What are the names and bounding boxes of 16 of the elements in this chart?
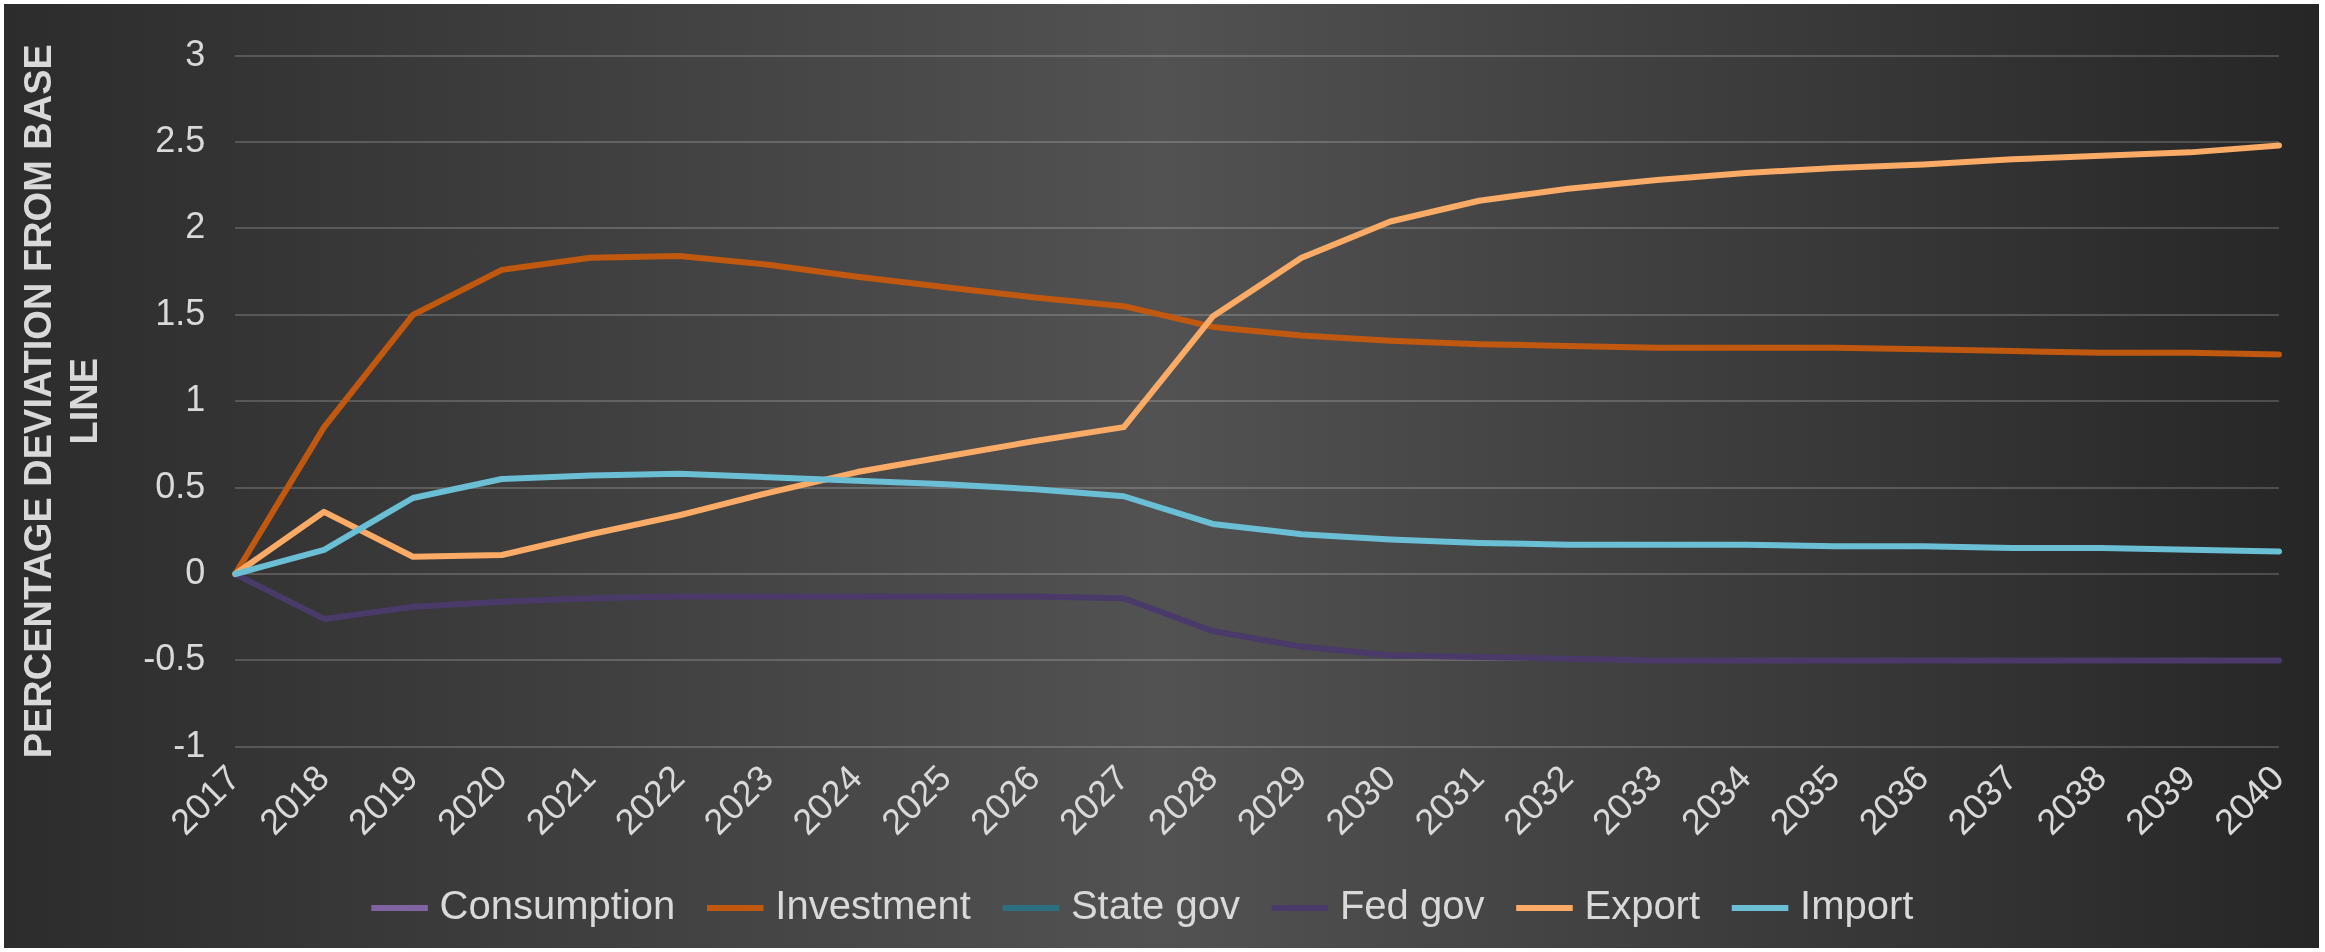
y-tick-label: 2.5 bbox=[155, 118, 206, 160]
y-tick-label: -0.5 bbox=[143, 637, 206, 679]
legend-label: State gov bbox=[1070, 883, 1240, 928]
y-tick-label: 3 bbox=[185, 32, 206, 74]
legend-label: Investment bbox=[775, 883, 971, 928]
legend-label: Fed gov bbox=[1339, 883, 1485, 928]
y-axis-title: PERCENTAGE DEVIATION FROM BASE LINE bbox=[17, 44, 105, 759]
y-tick-label: 0 bbox=[185, 550, 206, 592]
y-tick-label: -1 bbox=[173, 723, 206, 765]
legend-label: Consumption bbox=[439, 883, 676, 928]
legend-label: Import bbox=[1800, 883, 1914, 928]
y-tick-label: 1.5 bbox=[155, 291, 206, 333]
y-tick-label: 1 bbox=[185, 378, 206, 420]
y-tick-label: 0.5 bbox=[155, 464, 206, 506]
legend-label: Export bbox=[1584, 883, 1701, 928]
y-tick-label: 2 bbox=[185, 205, 206, 247]
